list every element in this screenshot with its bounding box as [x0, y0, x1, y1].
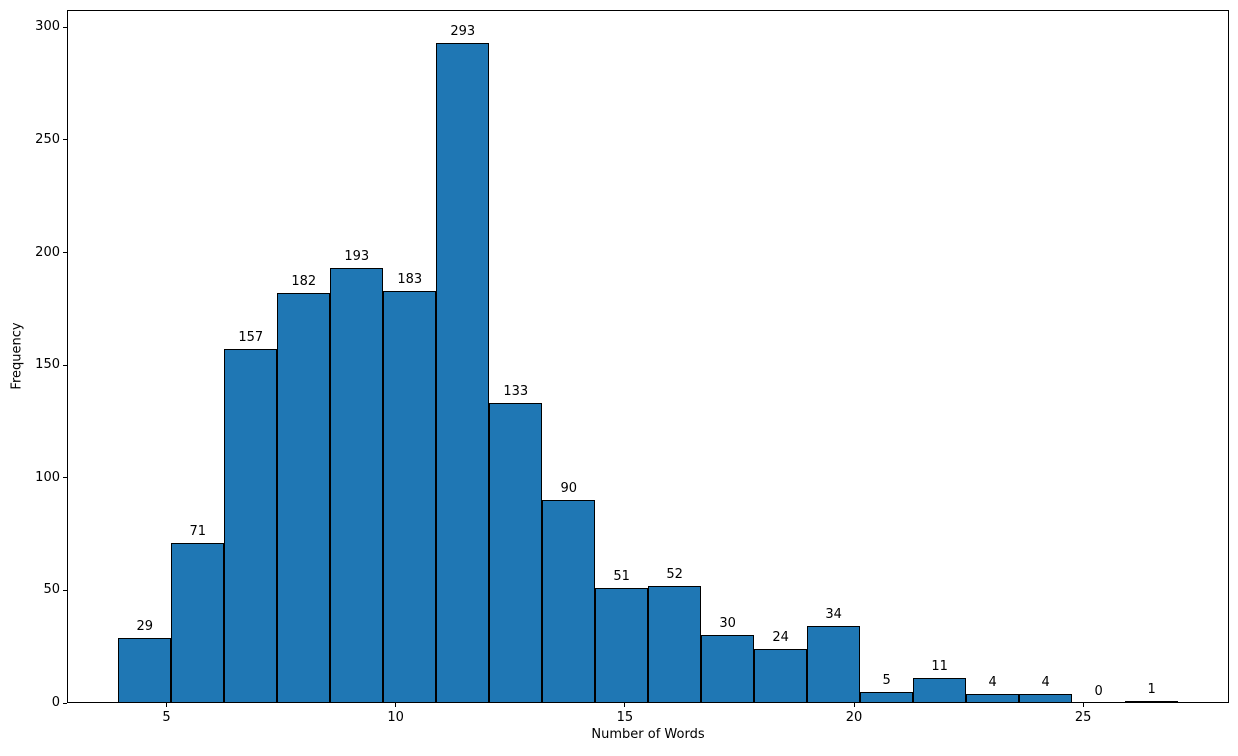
x-axis-label: Number of Words — [591, 727, 705, 742]
bars-layer: 29 71 157 182 193 183 293 133 90 51 52 30 24 34 5 11 4 4 0… — [67, 10, 1229, 703]
bar-value-label: 52 — [666, 566, 683, 582]
histogram-bar — [383, 290, 437, 703]
x-tick-mark — [624, 703, 626, 707]
bar-value-label: 71 — [189, 524, 207, 540]
y-tick-label: 150 — [35, 357, 60, 373]
histogram-bar — [277, 293, 331, 703]
y-tick-mark — [63, 139, 67, 141]
histogram-bar — [171, 543, 225, 703]
histogram-bar — [224, 349, 278, 703]
x-tick-label: 10 — [387, 710, 404, 725]
histogram-bar — [118, 637, 172, 703]
x-tick-mark — [1082, 703, 1084, 707]
y-tick-mark — [63, 364, 67, 366]
y-tick-mark — [63, 252, 67, 253]
bar-value-label: 11 — [931, 659, 948, 675]
y-tick-label: 250 — [35, 131, 60, 147]
y-tick-label: 100 — [35, 469, 60, 485]
y-tick-label: 50 — [43, 582, 60, 598]
x-tick-mark — [395, 703, 397, 707]
histogram-bar — [648, 585, 702, 703]
bar-value-label: 4 — [1041, 675, 1050, 690]
histogram-bar — [436, 43, 490, 703]
y-tick-mark — [63, 477, 67, 479]
bar-value-label: 193 — [344, 249, 370, 265]
bar-value-label: 0 — [1094, 684, 1103, 699]
bar-value-label: 29 — [136, 618, 154, 634]
x-tick-label: 15 — [616, 710, 634, 725]
bar-value-label: 5 — [882, 672, 891, 688]
y-tick-mark — [63, 26, 67, 28]
bar-value-label: 293 — [450, 24, 476, 39]
bar-value-label: 182 — [291, 274, 317, 289]
bar-value-label: 133 — [503, 384, 529, 400]
y-tick-mark — [63, 589, 67, 591]
histogram-bar — [595, 588, 649, 703]
bar-value-label: 30 — [719, 616, 736, 632]
y-axis-label: Frequency — [9, 322, 25, 390]
histogram-bar — [913, 678, 967, 703]
histogram-bar — [489, 403, 543, 703]
y-tick-label: 300 — [35, 19, 60, 35]
x-tick-mark — [853, 703, 855, 707]
y-tick-label: 0 — [51, 695, 60, 710]
x-tick-label: 20 — [845, 710, 863, 725]
bar-value-label: 4 — [988, 675, 997, 690]
x-tick-label: 5 — [162, 710, 171, 725]
histogram-bar — [807, 626, 861, 703]
y-tick-label: 200 — [35, 244, 60, 260]
x-tick-label: 25 — [1074, 710, 1092, 725]
y-tick-mark — [63, 702, 67, 704]
histogram-bar — [701, 635, 755, 703]
histogram-bar — [1125, 700, 1179, 703]
bar-value-label: 183 — [397, 271, 423, 287]
histogram-bar — [860, 691, 914, 703]
bar-value-label: 51 — [613, 569, 630, 585]
histogram-bar — [966, 694, 1020, 703]
histogram-bar — [542, 500, 596, 703]
bar-value-label: 1 — [1147, 681, 1156, 697]
bar-value-label: 34 — [825, 607, 842, 623]
bar-value-label: 24 — [772, 629, 789, 645]
histogram-bar — [1019, 694, 1073, 703]
histogram-bar — [330, 268, 384, 703]
ticks-layer: 5 10 15 20 25 0 50 100 150 200 250 300 — [35, 10, 1229, 725]
x-tick-mark — [166, 703, 167, 707]
bar-value-label: 90 — [560, 481, 578, 497]
histogram-bar — [754, 648, 808, 703]
bar-value-label: 157 — [238, 330, 264, 346]
